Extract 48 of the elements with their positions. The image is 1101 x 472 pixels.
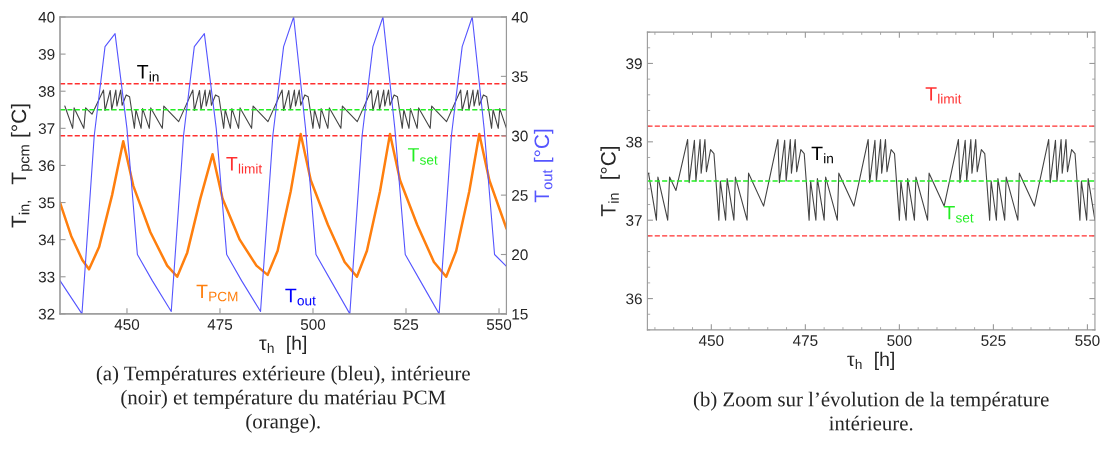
y-tick-label: 34 xyxy=(38,234,55,246)
y-tick-label: 39 xyxy=(626,58,642,70)
y-tick-label: 40 xyxy=(38,11,55,23)
x-axis-title: τ$_{h}$ [h] xyxy=(259,335,307,354)
text: (a) Températures extérieure (bleu), intérieure (noir) et température du matériau PCM (orange). xyxy=(96,365,470,433)
x-tick-label: 475 xyxy=(792,335,818,347)
x-tick-label: 525 xyxy=(981,335,1006,347)
series-label: T$_{out}$ xyxy=(285,288,316,306)
y-tick-label: 39 xyxy=(38,48,55,60)
x-tick-label: 500 xyxy=(887,335,912,347)
y-tick-label: 36 xyxy=(626,293,642,305)
series-label: T$_{PCM}$ xyxy=(196,284,238,302)
line-series xyxy=(60,132,507,279)
x-tick-label: 550 xyxy=(1075,335,1100,347)
y-tick-label: 35 xyxy=(38,197,55,209)
series-label: T$_{in}$ xyxy=(811,146,833,164)
line-series xyxy=(64,89,507,129)
line-series xyxy=(60,16,507,314)
x-axis-title: τ$_{h}$ [h] xyxy=(847,351,894,370)
line-series xyxy=(647,138,1095,221)
x-tick-label: 525 xyxy=(393,319,419,330)
y-tick-label: 38 xyxy=(626,136,642,148)
x-tick-label: 450 xyxy=(114,319,140,330)
y-tick-label: 36 xyxy=(38,160,55,172)
ref-line-label: T$_{set}$ xyxy=(943,205,974,223)
y-tick-label: 37 xyxy=(626,215,642,226)
y-axis-title: T$_{in,}$ T$_{pcm}$ [°C] xyxy=(10,104,33,228)
text: (b) Zoom sur l’évolution de la température intérieure. xyxy=(693,391,1049,431)
y2-tick-label: 40 xyxy=(511,11,528,23)
x-tick-label: 500 xyxy=(300,319,326,330)
ref-line-label: T$_{limit}$ xyxy=(226,157,263,174)
y-tick-label: 37 xyxy=(38,123,55,135)
x-tick-label: 550 xyxy=(486,319,512,330)
y-axis-title: T$_{in}$ [°C] xyxy=(600,146,620,217)
y-tick-label: 33 xyxy=(38,271,55,283)
x-tick-label: 450 xyxy=(698,335,724,347)
x-tick-label: 475 xyxy=(207,319,233,330)
y-tick-label: 38 xyxy=(38,86,55,97)
y2-tick-label: 35 xyxy=(511,71,528,83)
y2-tick-label: 20 xyxy=(512,249,528,261)
y-tick-label: 32 xyxy=(38,308,55,320)
y2-tick-label: 25 xyxy=(512,189,528,201)
y2-tick-label: 15 xyxy=(512,308,528,320)
y2-tick-label: 30 xyxy=(511,130,528,142)
ref-line-label: T$_{set}$ xyxy=(407,148,438,165)
series-label: T$_{in}$ xyxy=(137,65,159,82)
y2-axis-title: T$_{out}$ [°C] xyxy=(533,129,554,203)
ref-line-label: T$_{limit}$ xyxy=(925,87,962,104)
